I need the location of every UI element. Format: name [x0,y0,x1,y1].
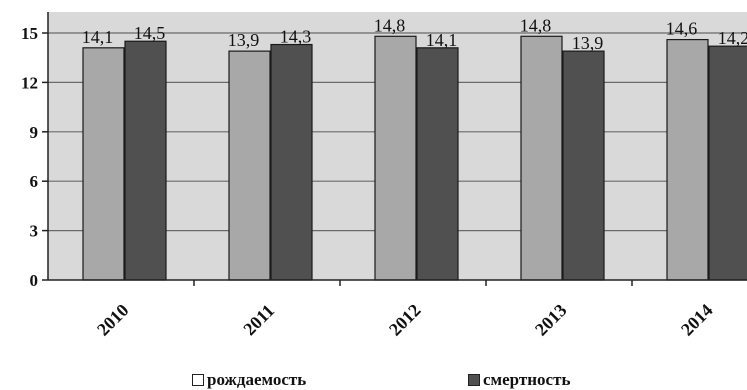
bar-birth [666,38,709,281]
y-tick-label: 12 [21,73,38,92]
x-tick-labels: 2010 2011 2012 2013 2014 [93,300,717,340]
data-label-birth: 14,6 [666,19,698,39]
bar-death [708,45,747,281]
bar-birth [82,47,125,281]
data-label-death: 14,5 [134,23,166,43]
legend-swatch-birth [192,374,204,386]
bar-birth [228,50,271,281]
data-label-birth: 14,8 [374,15,406,35]
legend-item-birth: рождаемость [192,370,306,390]
bars [82,35,747,281]
x-tick-label: 2012 [385,300,425,340]
y-tick-label: 6 [30,172,39,191]
x-tick-label: 2010 [93,300,133,340]
x-tick-label: 2013 [531,300,571,340]
legend-label-death: смертность [483,370,571,389]
y-tick-label: 0 [30,271,39,290]
x-tick-label: 2011 [239,300,278,339]
data-label-birth: 14,1 [82,27,114,47]
axes [42,12,747,286]
legend-item-death: смертность [468,370,570,390]
legend-swatch-death [468,374,480,386]
data-label-birth: 13,9 [228,30,260,50]
bar-birth [520,35,563,281]
data-labels: 14,1 14,5 13,9 14,3 14,8 14,1 14,8 13,9 14,6 14,2 [82,15,747,53]
data-label-birth: 14,8 [520,15,552,35]
data-label-death: 13,9 [572,33,604,53]
bar-death [270,43,313,281]
y-tick-label: 15 [21,24,38,43]
legend: рождаемость смертность [0,368,747,390]
x-tick-label: 2014 [677,300,717,340]
bar-death [562,50,605,281]
bar-death [416,47,459,281]
data-label-death: 14,3 [280,27,312,47]
data-label-death: 14,1 [426,30,458,50]
bar-death [124,40,167,281]
legend-label-birth: рождаемость [207,370,307,389]
y-tick-label: 3 [30,222,39,241]
bar-chart: 0 3 6 9 12 15 2010 2011 2012 2013 2014 14,1 14,5 13… [21,12,747,340]
bar-birth [374,35,417,281]
y-tick-label: 9 [30,123,39,142]
y-tick-labels: 0 3 6 9 12 15 [21,24,38,290]
data-label-death: 14,2 [718,28,747,48]
